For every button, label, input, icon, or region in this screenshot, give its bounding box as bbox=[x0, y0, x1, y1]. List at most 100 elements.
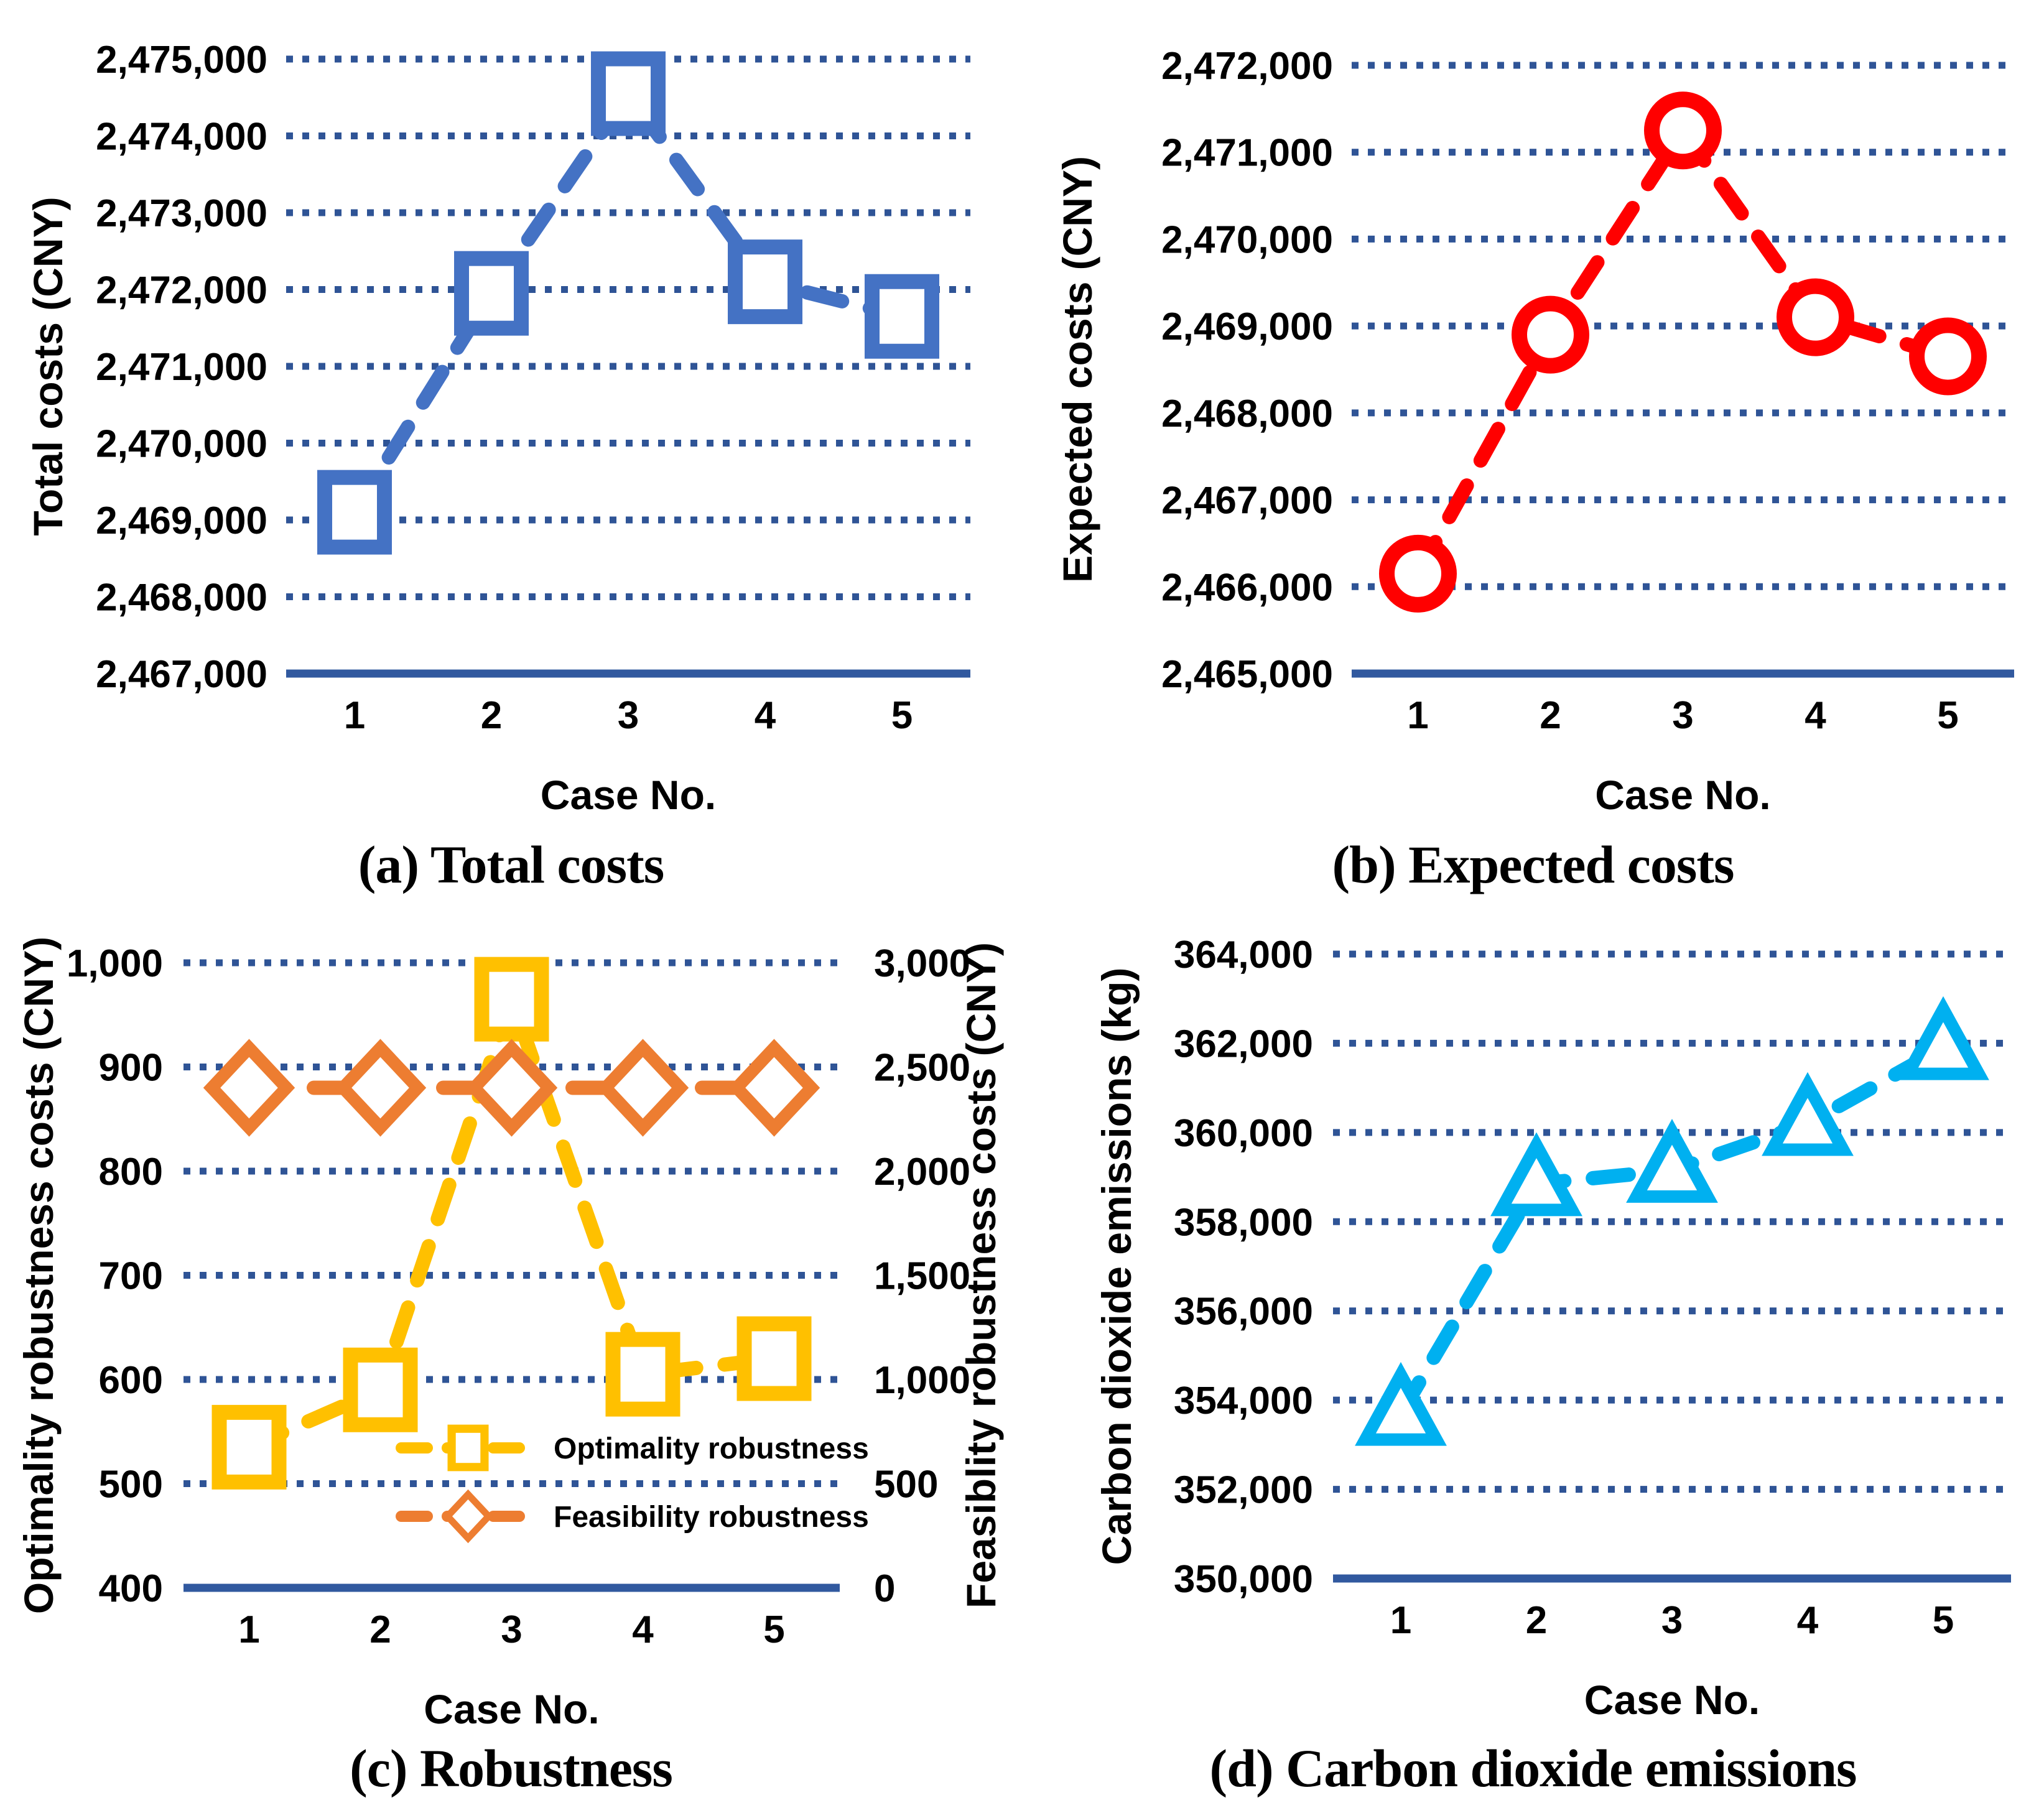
right-y-axis-title: Feasiblity robustness costs (CNY) bbox=[958, 942, 1004, 1608]
marker-square bbox=[211, 1404, 287, 1490]
marker-square bbox=[605, 1332, 681, 1417]
x-tick-label: 2 bbox=[481, 694, 502, 737]
y-tick-label: 1,000 bbox=[67, 942, 163, 985]
y-tick-label: 364,000 bbox=[1174, 934, 1313, 976]
marker-circle bbox=[1909, 317, 1987, 396]
y-tick-label: 360,000 bbox=[1174, 1112, 1313, 1155]
y-axis-title: Optimality robustness costs (CNY) bbox=[16, 937, 62, 1614]
x-tick-label: 4 bbox=[755, 694, 776, 737]
y-tick-label: 354,000 bbox=[1174, 1379, 1313, 1422]
x-tick-label: 2 bbox=[1526, 1599, 1547, 1642]
y-tick-label: 2,468,000 bbox=[1161, 392, 1333, 435]
y-tick-label: 356,000 bbox=[1174, 1291, 1313, 1333]
marker-diamond bbox=[465, 1039, 558, 1137]
y-tick-label: 500 bbox=[99, 1463, 163, 1506]
y-tick-label: 2,468,000 bbox=[96, 577, 267, 619]
series-line bbox=[1393, 1041, 1951, 1421]
marker-diamond bbox=[203, 1039, 295, 1137]
y-tick-label: 900 bbox=[99, 1047, 163, 1090]
marker-square bbox=[343, 1347, 418, 1432]
y-tick-label: 2,473,000 bbox=[96, 192, 267, 235]
y-tick-label: 2,467,000 bbox=[96, 653, 267, 696]
legend-label: Feasibility robustness bbox=[554, 1501, 869, 1534]
y-tick-label: 800 bbox=[99, 1151, 163, 1194]
x-tick-label: 2 bbox=[369, 1608, 391, 1651]
right-y-tick-label: 0 bbox=[874, 1567, 895, 1610]
panel-co2-emissions: 350,000 352,000 354,000 356,000 358,000 360,0… bbox=[1022, 904, 2044, 1807]
marker-square bbox=[736, 1316, 812, 1401]
x-tick-label: 5 bbox=[763, 1608, 784, 1651]
x-axis-title: Case No. bbox=[1595, 772, 1770, 818]
x-axis-title: Case No. bbox=[1584, 1677, 1760, 1723]
x-tick-label: 3 bbox=[618, 694, 639, 737]
y-tick-label: 2,471,000 bbox=[96, 346, 267, 389]
x-tick-label: 5 bbox=[1933, 1599, 1954, 1642]
x-tick-label: 1 bbox=[238, 1608, 259, 1651]
marker-diamond bbox=[728, 1039, 820, 1137]
y-axis-title: Total costs (CNY) bbox=[25, 197, 71, 535]
right-y-tick-label: 2,500 bbox=[874, 1047, 970, 1090]
y-tick-label: 2,472,000 bbox=[1161, 45, 1333, 88]
marker-diamond bbox=[334, 1039, 427, 1137]
right-y-tick-label: 1,000 bbox=[874, 1359, 970, 1402]
caption-robustness: (c) Robustness bbox=[350, 1738, 673, 1798]
y-tick-label: 350,000 bbox=[1174, 1558, 1313, 1601]
marker-square bbox=[454, 251, 529, 336]
y-tick-label: 400 bbox=[99, 1567, 163, 1610]
x-tick-label: 5 bbox=[891, 694, 913, 737]
marker-diamond bbox=[597, 1039, 689, 1137]
right-y-tick-label: 3,000 bbox=[874, 942, 970, 985]
marker-triangle bbox=[1897, 996, 1989, 1080]
caption-total-costs: (a) Total costs bbox=[358, 835, 664, 894]
x-tick-label: 1 bbox=[1390, 1599, 1411, 1642]
y-axis-title: Expected costs (CNY) bbox=[1054, 156, 1100, 583]
marker-circle bbox=[1777, 278, 1854, 356]
series-line bbox=[347, 81, 909, 520]
marker-square bbox=[728, 239, 802, 325]
x-tick-label: 3 bbox=[1661, 1599, 1683, 1642]
marker-square bbox=[317, 470, 392, 555]
panel-robustness: 400 500 600 700 800 900 1,000 0 500 1,000 1,500 2,0… bbox=[0, 904, 1022, 1807]
x-tick-label: 4 bbox=[632, 1608, 654, 1651]
right-y-tick-label: 1,500 bbox=[874, 1255, 970, 1298]
total-costs-chart: 2,467,000 2,468,000 2,469,000 2,470,000 2,47… bbox=[25, 39, 970, 818]
y-tick-label: 2,465,000 bbox=[1161, 653, 1333, 696]
marker-square bbox=[865, 274, 939, 359]
y-tick-label: 2,474,000 bbox=[96, 116, 267, 159]
marker-circle bbox=[1644, 91, 1722, 170]
co2-emissions-chart: 350,000 352,000 354,000 356,000 358,000 360,0… bbox=[1094, 934, 2011, 1723]
legend-label: Optimality robustness bbox=[554, 1432, 869, 1465]
marker-circle bbox=[1379, 534, 1457, 613]
marker-triangle bbox=[1762, 1072, 1854, 1156]
x-tick-label: 3 bbox=[501, 1608, 522, 1651]
y-tick-label: 2,466,000 bbox=[1161, 566, 1333, 609]
x-tick-label: 3 bbox=[1672, 694, 1693, 737]
y-tick-label: 700 bbox=[99, 1255, 163, 1298]
caption-expected-costs: (b) Expected costs bbox=[1332, 835, 1734, 894]
marker-triangle bbox=[1355, 1361, 1447, 1446]
right-y-tick-label: 2,000 bbox=[874, 1151, 970, 1194]
y-tick-label: 2,469,000 bbox=[1161, 305, 1333, 348]
legend-marker-diamond bbox=[442, 1489, 494, 1544]
y-axis-title: Carbon dioxide emissions (kg) bbox=[1094, 968, 1140, 1565]
y-tick-label: 2,467,000 bbox=[1161, 480, 1333, 522]
x-tick-label: 4 bbox=[1797, 1599, 1819, 1642]
y-tick-label: 2,475,000 bbox=[96, 39, 267, 81]
marker-triangle bbox=[1626, 1119, 1718, 1203]
x-tick-label: 1 bbox=[344, 694, 365, 737]
marker-square bbox=[474, 957, 549, 1042]
marker-triangle bbox=[1490, 1132, 1582, 1217]
y-tick-label: 2,469,000 bbox=[96, 499, 267, 542]
series-line bbox=[1411, 118, 1955, 581]
y-tick-label: 2,472,000 bbox=[96, 269, 267, 312]
robustness-chart: 400 500 600 700 800 900 1,000 0 500 1,000 1,500 2,0… bbox=[16, 937, 1004, 1732]
y-tick-label: 600 bbox=[99, 1359, 163, 1402]
expected-costs-chart: 2,465,000 2,466,000 2,467,000 2,468,000 2,46… bbox=[1054, 45, 2014, 818]
x-axis-title: Case No. bbox=[424, 1686, 599, 1732]
x-tick-label: 2 bbox=[1540, 694, 1561, 737]
y-tick-label: 2,470,000 bbox=[1161, 218, 1333, 261]
right-y-tick-label: 500 bbox=[874, 1463, 938, 1506]
panel-total-costs: 2,467,000 2,468,000 2,469,000 2,470,000 2,47… bbox=[0, 0, 1022, 904]
legend-marker-square bbox=[447, 1424, 489, 1472]
